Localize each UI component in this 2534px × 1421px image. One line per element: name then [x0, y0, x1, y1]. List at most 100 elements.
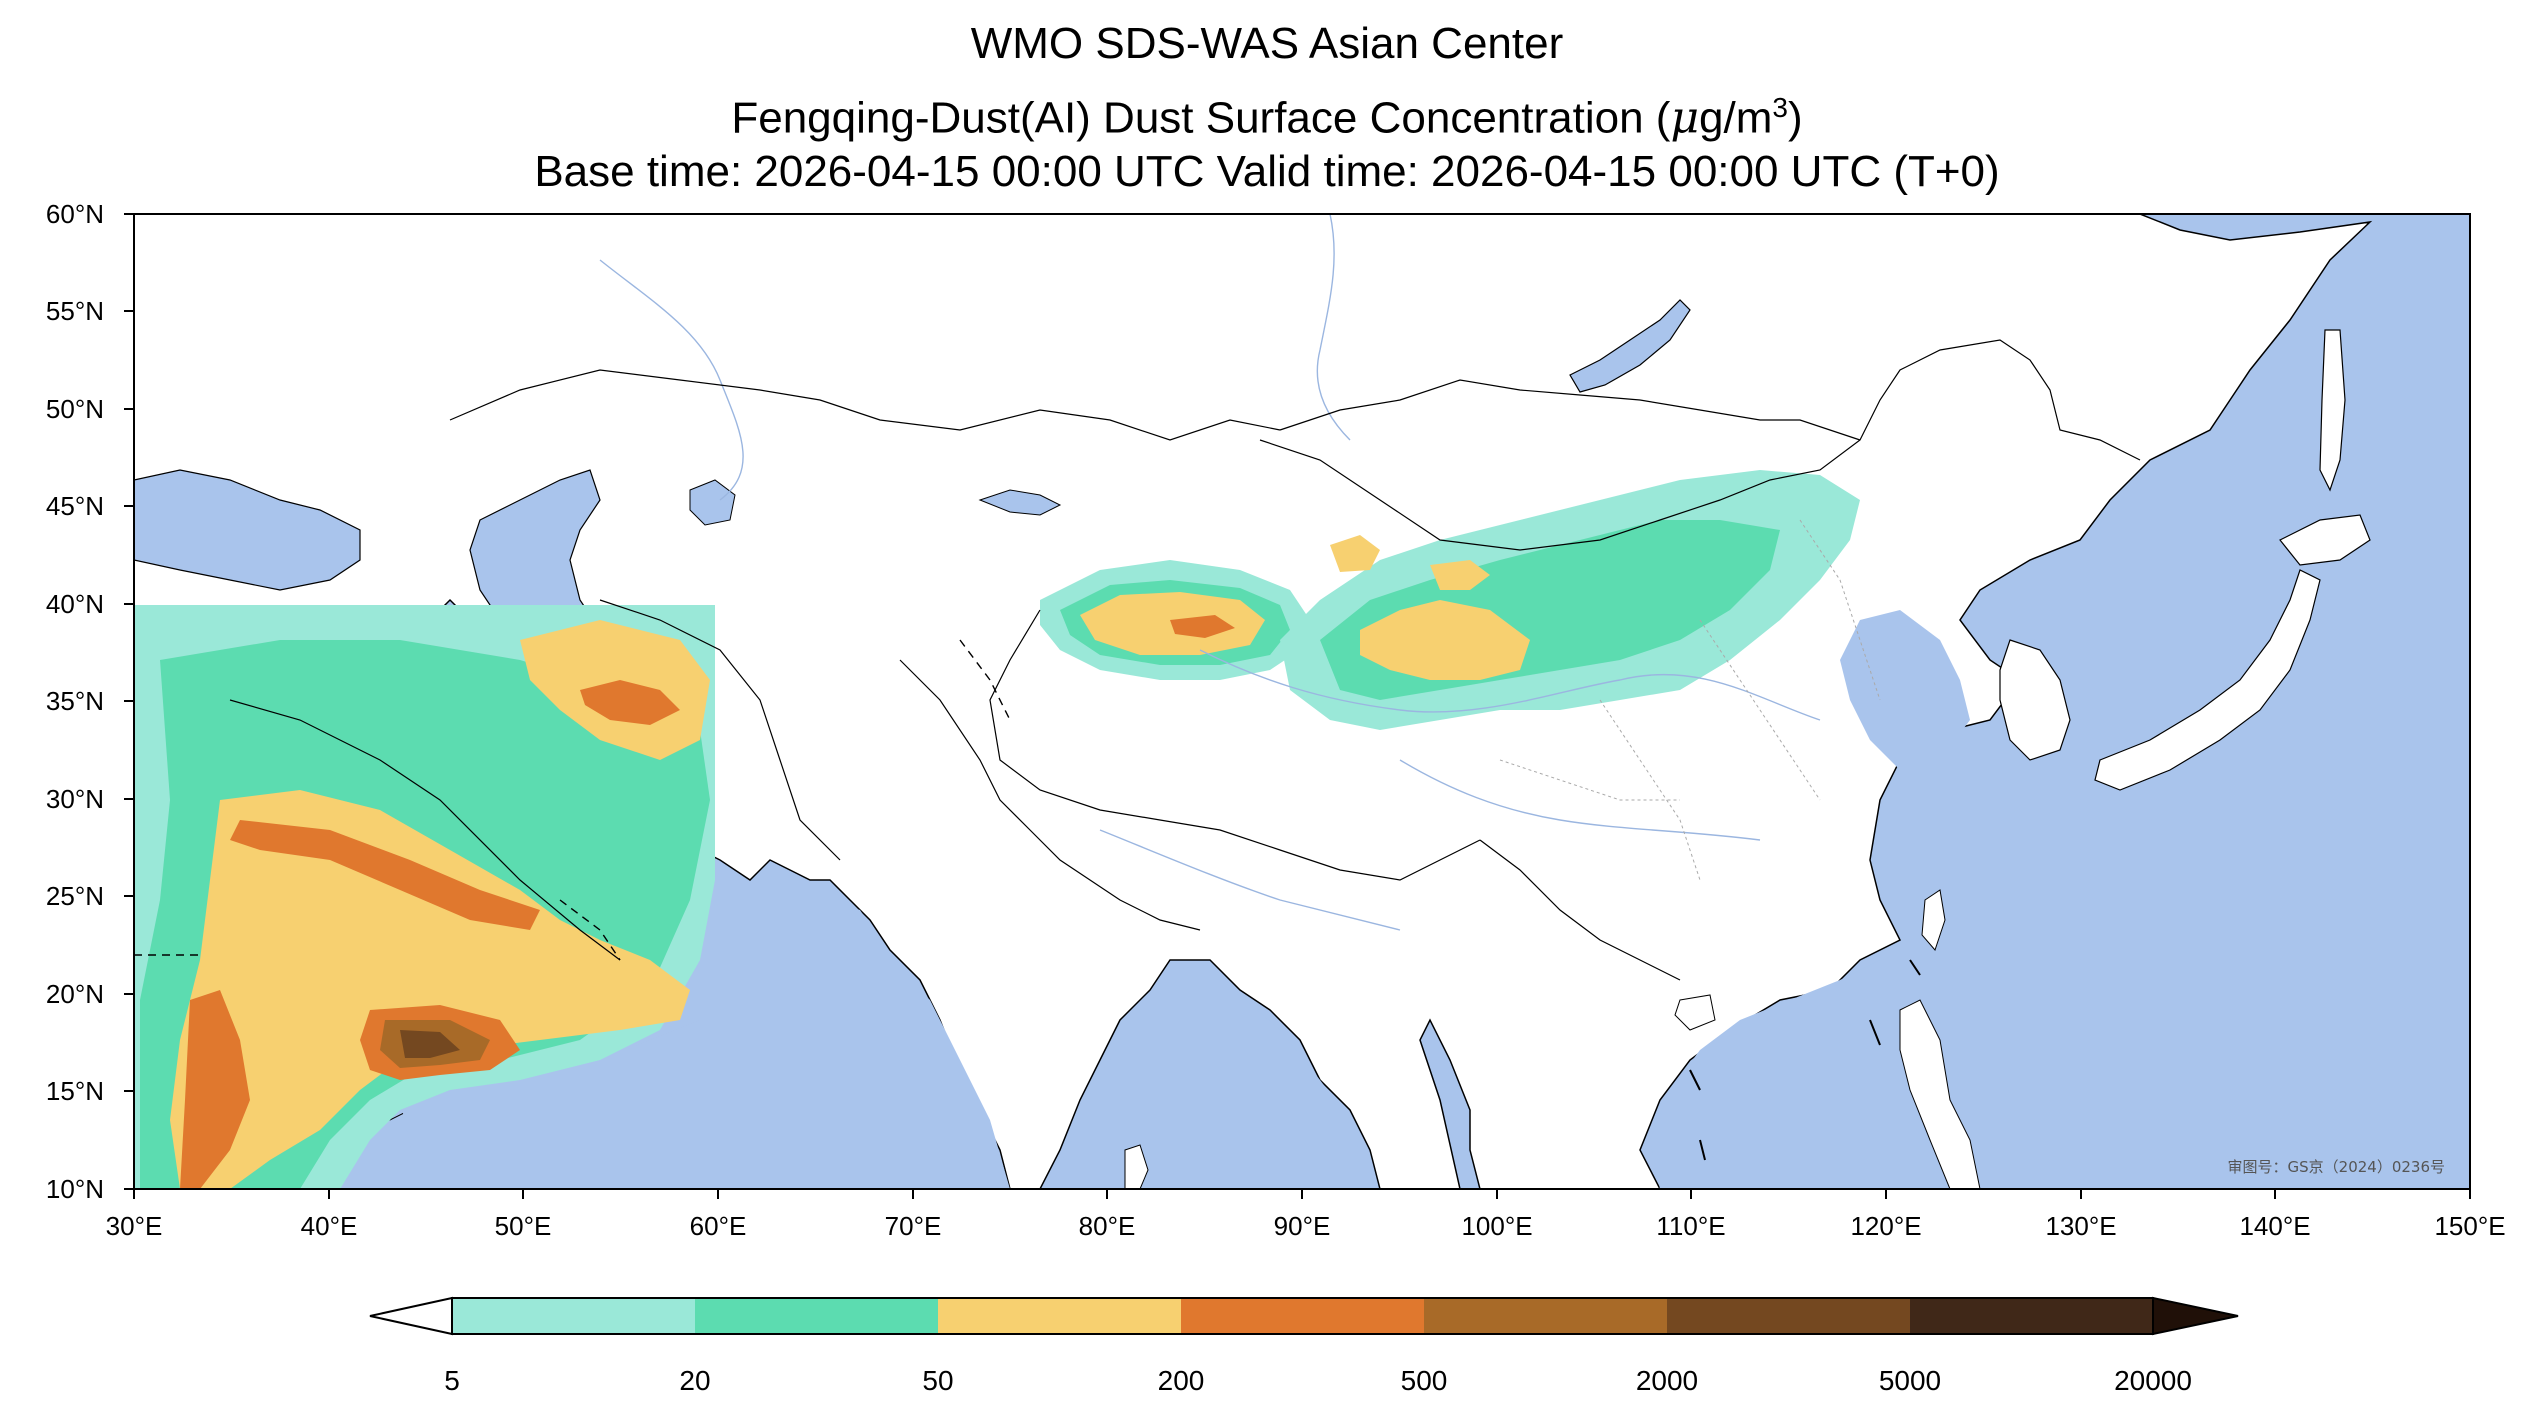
arabian-sea — [400, 900, 1010, 1189]
lat-tick-label: 25°N — [46, 881, 104, 911]
province-line-2 — [1599, 699, 1701, 881]
title-line2-prefix: Fengqing-Dust(AI) Dust Surface Concentra… — [731, 93, 1671, 143]
lat-tick-label: 20°N — [46, 979, 104, 1009]
dust-region-iran-200 — [580, 680, 680, 725]
border-arabia — [229, 699, 621, 961]
dashed-border-3 — [559, 899, 621, 961]
colorbar-label: 500 — [1401, 1365, 1448, 1396]
colorbar: 5 20 50 200 500 2000 5000 20000 — [369, 1296, 2239, 1396]
colorbar-frame — [451, 1297, 2154, 1335]
latitude-axis: 60°N 55°N 50°N 45°N 40°N 35°N 30°N 25°N … — [46, 199, 134, 1204]
border-mongolia-russia — [1279, 379, 1861, 441]
dust-region-gobi-50b — [1430, 560, 1490, 590]
hokkaido — [2279, 514, 2371, 566]
dust-region-africa-200 — [180, 990, 250, 1189]
province-line-3 — [1799, 519, 1881, 701]
lat-tick-label: 10°N — [46, 1174, 104, 1204]
colorbar-label: 200 — [1158, 1365, 1205, 1396]
lon-tick-label: 150°E — [2434, 1211, 2505, 1241]
colorbar-under-arrow — [369, 1296, 453, 1336]
lon-tick-label: 50°E — [495, 1211, 552, 1241]
aral-sea — [689, 479, 736, 526]
lat-tick-label: 40°N — [46, 589, 104, 619]
dust-region-qaidam-50 — [1330, 535, 1380, 572]
lake-baikal — [1569, 299, 1691, 393]
lon-tick-label: 70°E — [885, 1211, 942, 1241]
sakhalin — [2319, 329, 2346, 492]
colorbar-label: 20 — [679, 1365, 710, 1396]
dash-seg-2 — [1699, 1139, 1706, 1161]
colorbar-label: 5 — [444, 1365, 460, 1396]
south-china-sea — [1650, 960, 1980, 1189]
title-line2-sup: 3 — [1772, 92, 1788, 123]
lat-tick-label: 15°N — [46, 1076, 104, 1106]
japan — [2094, 569, 2321, 791]
dashed-border-2 — [959, 639, 1011, 721]
dust-region-arabia-200 — [230, 820, 540, 930]
chart-title-line1: WMO SDS-WAS Asian Center — [970, 19, 1564, 68]
colorbar-over-arrow — [2152, 1296, 2239, 1336]
colorbar-segment — [1181, 1298, 1424, 1334]
lon-tick-label: 60°E — [690, 1211, 747, 1241]
dash-seg-4 — [1909, 959, 1921, 976]
korea — [1999, 639, 2071, 761]
border-iran — [599, 599, 841, 861]
chart-title-line2: Fengqing-Dust(AI) Dust Surface Concentra… — [0, 82, 2534, 145]
dust-region-arabia-50 — [170, 790, 690, 1189]
colorbar-label: 20000 — [2114, 1365, 2192, 1396]
map-approval-number: 审图号：GS京（2024）0236号 — [2228, 1158, 2446, 1176]
river-4 — [1399, 759, 1761, 841]
lon-tick-label: 90°E — [1274, 1211, 1331, 1241]
lat-tick-label: 30°N — [46, 784, 104, 814]
colorbar-segment — [452, 1298, 695, 1334]
lon-tick-label: 140°E — [2239, 1211, 2310, 1241]
border-china-west — [989, 609, 1481, 881]
dust-region-tarim-200 — [1170, 615, 1235, 638]
black-sea — [134, 469, 361, 591]
chart-title-line3: Base time: 2026-04-15 00:00 UTC Valid ti… — [534, 147, 2000, 196]
lon-tick-label: 40°E — [301, 1211, 358, 1241]
border-russia-kaz — [449, 369, 1281, 441]
bay-of-bengal — [1050, 965, 1370, 1189]
lat-tick-label: 45°N — [46, 491, 104, 521]
border-southeast-asia — [1479, 839, 1681, 981]
colorbar-label: 50 — [922, 1365, 953, 1396]
colorbar-label: 2000 — [1636, 1365, 1698, 1396]
lon-tick-label: 100°E — [1461, 1211, 1532, 1241]
nine-dash-line — [1689, 959, 1921, 1161]
taiwan — [1921, 889, 1946, 951]
yellow-sea — [1840, 610, 1970, 770]
lon-tick-label: 130°E — [2045, 1211, 2116, 1241]
philippines — [1899, 999, 1981, 1189]
dust-region-yemen-2000 — [400, 1030, 460, 1058]
title-line2-unit: g/m — [1699, 93, 1773, 143]
dash-seg-3 — [1869, 1019, 1881, 1046]
hainan — [1674, 994, 1716, 1031]
colorbar-segment — [1667, 1298, 1910, 1334]
lat-tick-label: 35°N — [46, 686, 104, 716]
dust-region-gobi-50 — [1360, 600, 1530, 680]
lake-balkhash — [978, 489, 1062, 516]
border-india — [899, 659, 1201, 931]
river-1 — [599, 259, 744, 501]
lon-tick-label: 110°E — [1656, 1211, 1725, 1241]
lon-tick-label: 30°E — [106, 1211, 163, 1241]
province-line-1 — [1699, 619, 1821, 801]
colorbar-segment — [1910, 1298, 2153, 1334]
sri-lanka — [1124, 1144, 1149, 1189]
title-line2-suffix: ) — [1787, 93, 1803, 143]
colorbar-label: 5000 — [1879, 1365, 1941, 1396]
colorbar-segment — [695, 1298, 938, 1334]
province-line-4 — [1499, 759, 1680, 801]
colorbar-segment — [938, 1298, 1181, 1334]
borders — [229, 339, 2141, 981]
river-5 — [1099, 829, 1401, 931]
rivers — [599, 214, 1821, 931]
river-2 — [1316, 214, 1351, 441]
lon-tick-label: 120°E — [1850, 1211, 1921, 1241]
border-china-mongolia — [1259, 339, 2141, 551]
longitude-axis: 30°E 40°E 50°E 60°E 70°E 80°E 90°E 100°E… — [106, 1189, 2506, 1241]
title-line2-mu: μ — [1670, 92, 1700, 144]
dashed-borders — [134, 639, 1011, 961]
